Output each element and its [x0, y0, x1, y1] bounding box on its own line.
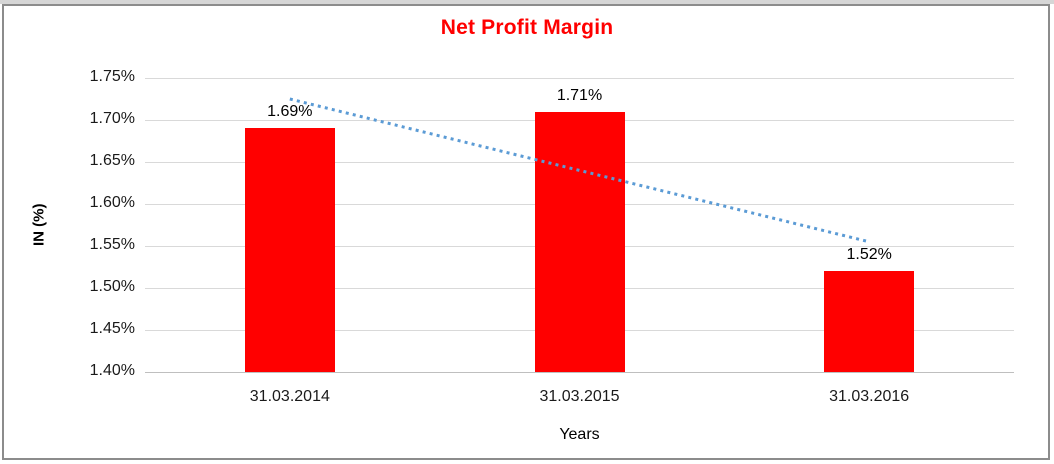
y-tick-label: 1.50% [89, 278, 135, 295]
y-tick-label: 1.70% [89, 110, 135, 127]
y-tick-label: 1.75% [89, 68, 135, 85]
bar-value-label: 1.69% [267, 103, 313, 121]
y-tick-label: 1.65% [89, 152, 135, 169]
x-axis-title: Years [559, 426, 600, 443]
bar [244, 128, 335, 372]
x-tick-label: 31.03.2016 [829, 388, 910, 405]
x-axis-line [145, 372, 1014, 373]
bar-value-label: 1.71% [556, 86, 603, 104]
x-tick-label: 31.03.2015 [539, 388, 620, 405]
y-tick-label: 1.45% [89, 320, 135, 337]
x-tick-label: 31.03.2014 [249, 388, 330, 405]
window-top-strip [0, 0, 1054, 4]
gridline [145, 78, 1014, 79]
y-tick-label: 1.40% [89, 362, 135, 379]
chart-title: Net Profit Margin [440, 16, 614, 39]
bar [534, 111, 625, 372]
y-tick-label: 1.55% [89, 236, 135, 253]
y-tick-label: 1.60% [89, 194, 135, 211]
bar [824, 271, 915, 372]
y-axis-title: IN (%) [30, 203, 48, 247]
bar-value-label: 1.52% [846, 246, 892, 264]
